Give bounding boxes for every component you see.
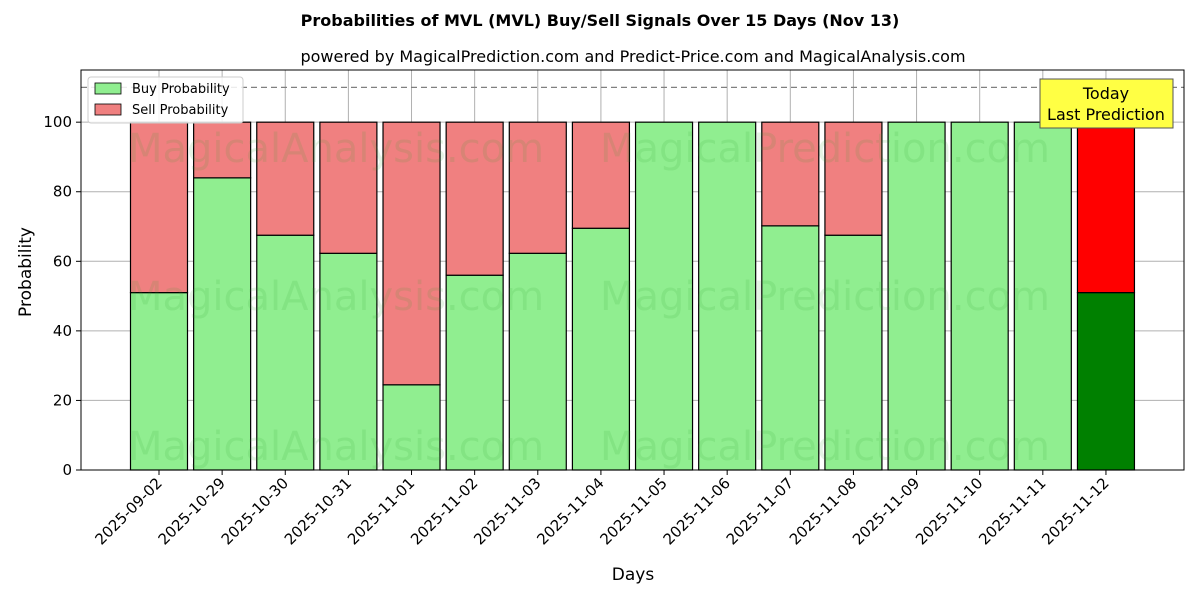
bar-buy-2025-10-29 bbox=[193, 177, 252, 471]
watermark-magical-analysis: MagicalAnalysis.com bbox=[128, 126, 544, 172]
bar-buy-2025-10-30 bbox=[256, 234, 315, 471]
x-tick-label: 2025-10-31 bbox=[281, 474, 355, 548]
annotation-line-today: Today bbox=[1082, 84, 1129, 103]
bar-buy-2025-10-31 bbox=[319, 252, 378, 471]
bar-buy-2025-11-07 bbox=[761, 225, 820, 471]
bar-buy-2025-11-01 bbox=[382, 384, 441, 471]
bar-buy-2025-11-03 bbox=[508, 252, 567, 471]
bar-sell-2025-11-03 bbox=[508, 121, 567, 254]
x-tick-label: 2025-10-29 bbox=[155, 474, 229, 548]
x-tick-label: 2025-11-04 bbox=[533, 474, 607, 548]
bar-buy-2025-11-06 bbox=[698, 121, 757, 471]
bar-sell-2025-11-04 bbox=[571, 121, 631, 229]
y-tick-label: 100 bbox=[43, 113, 72, 131]
bar-sell-2025-11-01 bbox=[382, 121, 441, 386]
bar-sell-2025-10-30 bbox=[256, 121, 315, 236]
y-tick-label: 40 bbox=[53, 322, 72, 340]
bar-sell-2025-11-08 bbox=[824, 121, 883, 236]
x-tick-label: 2025-11-07 bbox=[723, 474, 797, 548]
annotation-line-last-prediction: Last Prediction bbox=[1047, 105, 1165, 124]
bar-sell-2025-11-12 bbox=[1076, 121, 1136, 294]
x-tick-label: 2025-11-02 bbox=[407, 474, 481, 548]
x-tick-label: 2025-11-11 bbox=[975, 474, 1049, 548]
bar-sell-2025-11-02 bbox=[445, 121, 504, 276]
chart-subtitle: powered by MagicalPrediction.com and Pre… bbox=[300, 47, 965, 66]
x-tick-label: 2025-10-30 bbox=[218, 474, 292, 548]
x-tick-label: 2025-11-03 bbox=[470, 474, 544, 548]
x-tick-label: 2025-11-01 bbox=[344, 474, 418, 548]
watermark-magical-prediction: MagicalPrediction.com bbox=[600, 424, 1050, 470]
y-axis-label: Probability bbox=[16, 227, 36, 317]
x-tick-label: 2025-11-09 bbox=[849, 474, 923, 548]
bar-sell-2025-10-31 bbox=[319, 121, 378, 254]
x-tick-label: 2025-11-08 bbox=[786, 474, 860, 548]
x-tick-label: 2025-11-12 bbox=[1038, 474, 1112, 548]
plot-frame bbox=[80, 69, 1185, 471]
watermark-magical-prediction: MagicalPrediction.com bbox=[600, 274, 1050, 320]
legend-swatch-buy bbox=[94, 82, 122, 95]
bar-sell-2025-11-07 bbox=[761, 121, 820, 227]
chart-title: Probabilities of MVL (MVL) Buy/Sell Sign… bbox=[301, 11, 900, 30]
y-tick-label: 0 bbox=[62, 461, 72, 479]
bar-buy-2025-11-11 bbox=[1013, 121, 1072, 471]
legend-label-sell: Sell Probability bbox=[132, 103, 229, 118]
bar-buy-2025-11-08 bbox=[824, 234, 883, 471]
x-tick-label: 2025-11-05 bbox=[596, 474, 670, 548]
bar-buy-2025-11-12 bbox=[1076, 292, 1136, 471]
x-tick-label: 2025-11-06 bbox=[660, 474, 734, 548]
legend: Buy Probability Sell Probability bbox=[87, 76, 244, 124]
watermark-magical-analysis: MagicalAnalysis.com bbox=[128, 424, 544, 470]
bars bbox=[129, 121, 1136, 471]
bar-buy-2025-11-10 bbox=[950, 121, 1009, 471]
watermarks: MagicalAnalysis.com MagicalPrediction.com… bbox=[128, 126, 1050, 470]
watermark-magical-analysis: MagicalAnalysis.com bbox=[128, 274, 544, 320]
x-tick-label: 2025-09-02 bbox=[91, 474, 165, 548]
annotation-box bbox=[1039, 78, 1174, 129]
y-tick-label: 60 bbox=[53, 252, 72, 270]
watermark-magical-prediction: MagicalPrediction.com bbox=[600, 126, 1050, 172]
bar-buy-2025-11-09 bbox=[887, 121, 946, 471]
legend-label-buy: Buy Probability bbox=[132, 82, 230, 97]
legend-swatch-sell bbox=[94, 103, 122, 116]
y-tick-label: 20 bbox=[53, 391, 72, 409]
x-tick-label: 2025-11-10 bbox=[912, 474, 986, 548]
bar-buy-2025-11-02 bbox=[445, 274, 504, 471]
today-annotation: Today Last Prediction bbox=[1039, 78, 1174, 129]
x-axis-label: Days bbox=[612, 565, 655, 585]
bar-buy-2025-11-04 bbox=[571, 227, 631, 471]
bar-sell-2025-09-02 bbox=[129, 121, 189, 294]
bar-buy-2025-11-05 bbox=[634, 121, 694, 471]
legend-box bbox=[87, 76, 244, 124]
y-tick-label: 80 bbox=[53, 183, 72, 201]
